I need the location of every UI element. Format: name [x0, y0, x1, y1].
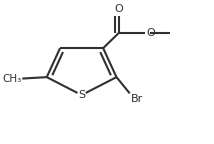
Text: Br: Br	[131, 94, 143, 105]
Text: CH₃: CH₃	[2, 74, 21, 84]
Text: O: O	[114, 4, 123, 14]
Text: O: O	[146, 28, 155, 38]
Text: S: S	[78, 90, 85, 100]
